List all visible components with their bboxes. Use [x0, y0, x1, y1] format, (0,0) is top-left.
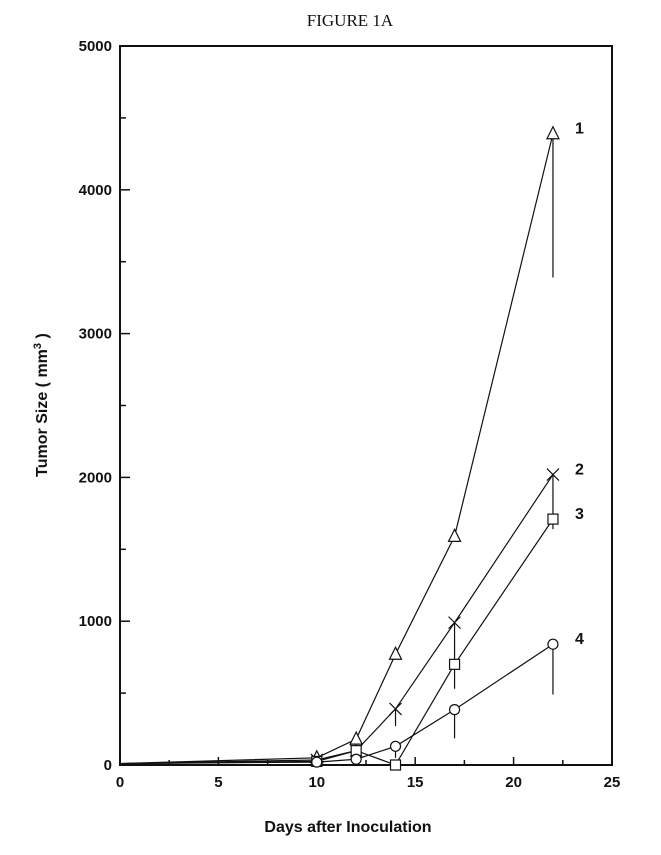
y-axis-label: Tumor Size ( mm3 )	[32, 333, 51, 477]
y-tick-label: 5000	[79, 38, 112, 55]
series-layer: 1 2 3 4	[119, 121, 584, 771]
series-line	[119, 518, 554, 766]
x-marker-stroke	[389, 702, 402, 716]
series-1: 1	[119, 121, 584, 765]
y-tick-label: 4000	[79, 182, 112, 199]
series-line	[119, 643, 554, 765]
x-marker-stroke	[448, 616, 461, 630]
x-tick-label: 25	[604, 774, 621, 791]
ticks: 0 5 10 15 20 25 0 1000 2000 3000 4000 5000	[79, 38, 621, 791]
axes	[119, 45, 613, 766]
square-marker	[448, 658, 461, 670]
y-axis-label-superscript: 3	[32, 343, 44, 349]
series-label: 3	[575, 506, 584, 523]
triangle-marker	[545, 125, 560, 140]
series-3: 3	[119, 506, 584, 771]
x-marker	[389, 702, 402, 716]
square-marker	[547, 513, 559, 525]
circle-marker	[389, 740, 402, 752]
triangle-marker	[447, 528, 462, 542]
plot-frame	[119, 45, 613, 766]
series-line	[119, 133, 554, 765]
circle-marker	[448, 704, 461, 716]
triangle-marker	[349, 730, 364, 745]
triangle-marker	[388, 645, 403, 660]
y-axis-label-main: Tumor Size ( mm	[34, 349, 51, 477]
x-tick-label: 5	[214, 774, 222, 791]
series-label: 2	[575, 462, 584, 479]
x-marker-stroke	[546, 468, 560, 481]
circle-marker	[350, 753, 362, 765]
chart-title: FIGURE 1A	[307, 11, 394, 30]
square-marker	[389, 759, 402, 771]
x-tick-label: 0	[116, 774, 124, 791]
x-axis-label: Days after Inoculation	[264, 819, 431, 836]
y-tick-label: 0	[104, 757, 112, 774]
x-tick-label: 10	[308, 774, 325, 791]
y-axis-label-suffix: )	[34, 333, 51, 343]
series-2: 2	[119, 462, 584, 767]
circle-marker	[547, 638, 559, 650]
y-tick-label: 1000	[79, 613, 112, 630]
y-tick-label: 3000	[79, 326, 112, 343]
series-4: 4	[119, 631, 584, 768]
x-tick-label: 15	[407, 774, 424, 791]
series-line	[119, 474, 554, 765]
x-marker	[546, 468, 560, 481]
x-marker	[448, 616, 461, 630]
series-label: 1	[575, 121, 584, 138]
y-tick-label: 2000	[79, 469, 112, 486]
x-tick-label: 20	[505, 774, 522, 791]
circle-marker	[311, 756, 323, 768]
series-label: 4	[575, 631, 584, 648]
